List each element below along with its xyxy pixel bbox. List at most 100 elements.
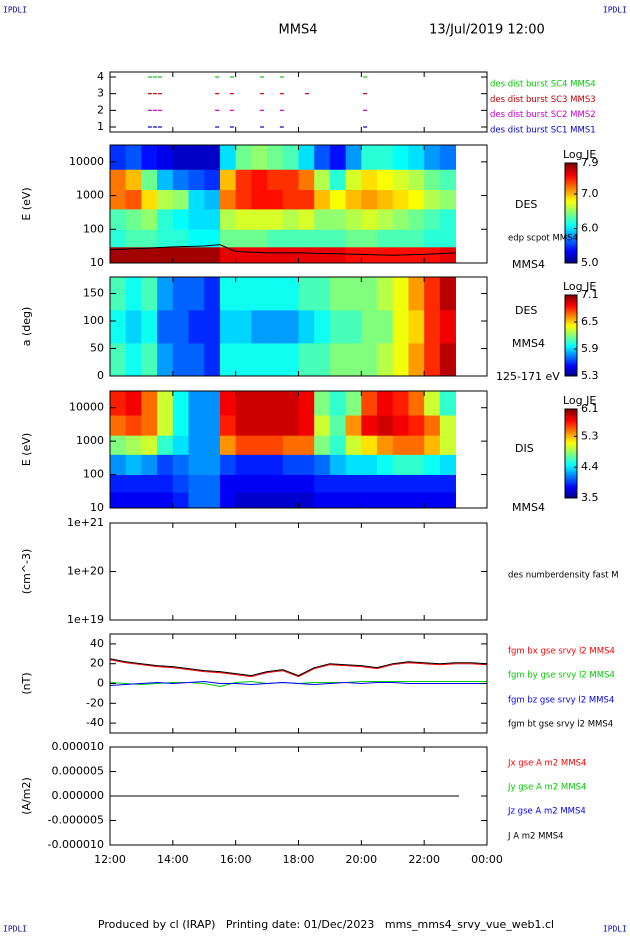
colorbar-step: [565, 429, 577, 432]
colorbar-step: [565, 460, 577, 463]
colorbar-step: [565, 433, 577, 437]
colorbar-tick-label: 7.0: [581, 187, 599, 200]
spectrogram-cell: [125, 435, 142, 455]
spectrogram-cell: [110, 454, 127, 475]
spectrogram-cell: [172, 435, 189, 455]
colorbar-step: [565, 163, 577, 166]
spectrogram-cell: [345, 145, 362, 170]
colorbar-step: [565, 235, 577, 239]
spectrogram-cell: [345, 474, 362, 493]
spectrogram-cell: [267, 169, 284, 191]
spacecraft-label: MMS4: [512, 501, 545, 514]
spectrogram-cell: [377, 415, 394, 436]
spectrogram-cell: [282, 474, 299, 493]
panel-frame: [109, 71, 488, 133]
spectrogram-cell: [345, 435, 362, 455]
spectrogram-cell: [424, 454, 441, 475]
colorbar-step: [565, 369, 577, 373]
spectrogram-cell: [439, 492, 456, 508]
colorbar-tick-label: 6.5: [581, 315, 599, 328]
colorbar-step: [565, 243, 577, 246]
spectrogram-cell: [298, 145, 315, 170]
spectrogram-cell: [267, 391, 284, 416]
colorbar-step: [565, 205, 577, 209]
colorbar-step: [565, 424, 577, 428]
colorbar-step: [565, 198, 577, 201]
spectrogram-cell: [439, 454, 456, 475]
spectrogram-cell: [141, 229, 158, 248]
colorbar-step: [565, 301, 577, 304]
spectrogram-cell: [361, 343, 378, 376]
y-axis-label: (nT): [20, 672, 33, 694]
spectrogram-cell: [172, 189, 189, 210]
spectrogram-cell: [188, 435, 205, 455]
spectrogram-cell: [392, 145, 409, 170]
spectrogram-cell: [172, 277, 189, 311]
spectrogram-cell: [110, 391, 127, 416]
spectrogram-cell: [267, 454, 284, 475]
spectrogram-cell: [408, 391, 425, 416]
y-tick-label: 2: [97, 103, 104, 116]
spectrogram-cell: [282, 277, 299, 311]
x-tick-label: 12:00: [94, 853, 126, 866]
spectrogram-cell: [361, 492, 378, 508]
y-axis-label: (cm^-3): [20, 549, 33, 595]
spectrogram-cell: [298, 492, 315, 508]
spectrogram-cell: [361, 208, 378, 230]
legend-entry: des dist burst SC2 MMS2: [490, 110, 596, 120]
y-tick-label: 1e+19: [67, 613, 104, 626]
spectrogram-cell: [251, 415, 268, 436]
series-line: [110, 659, 487, 678]
spectrogram-cell: [125, 474, 142, 493]
spectrogram-cell: [219, 208, 237, 230]
spectrogram-cell: [204, 189, 221, 210]
spectrogram-cell: [361, 454, 378, 475]
spectrogram-cell: [204, 229, 221, 248]
spectrogram-cell: [314, 145, 331, 170]
panel-frame: [109, 522, 488, 621]
spectrogram-cell: [204, 310, 221, 344]
spectrogram-cell: [329, 391, 347, 416]
spectrogram-cell: [219, 277, 237, 311]
spectrogram-cell: [424, 169, 441, 191]
spectrogram-cell: [172, 229, 189, 248]
spectrogram-cell: [282, 145, 299, 170]
spectrogram-cell: [282, 391, 299, 416]
colorbar-step: [565, 203, 577, 206]
colorbar-step: [565, 444, 577, 448]
colorbar-step: [565, 464, 577, 468]
colorbar-step: [565, 305, 577, 308]
spectrogram-cell: [172, 145, 189, 170]
spectrogram-cell: [267, 415, 284, 436]
spectrogram-cell: [251, 229, 268, 248]
colorbar-step: [565, 361, 577, 365]
spectrogram-cell: [314, 492, 331, 508]
colorbar-step: [565, 183, 577, 186]
spectrogram-cell: [439, 189, 456, 210]
y-tick-label: 3: [97, 87, 104, 100]
colorbar-step: [565, 321, 577, 324]
legend-entry: des dist burst SC4 MMS4: [490, 80, 596, 90]
spectrogram-cell: [157, 246, 174, 263]
spectrogram-cell: [392, 391, 409, 416]
y-tick-label: 0.000000: [52, 789, 105, 802]
spectrogram-cell: [204, 474, 221, 493]
spectrogram-cell: [329, 435, 347, 455]
y-tick-label: 4: [97, 70, 104, 83]
spacecraft-label: MMS4: [512, 337, 545, 350]
y-tick-label: 1000: [76, 434, 104, 447]
spectrogram-cell: [392, 229, 409, 248]
colorbar-step: [565, 417, 577, 421]
spectrogram-cell: [157, 208, 174, 230]
spectrogram-cell: [141, 415, 158, 436]
spectrogram-cell: [188, 229, 205, 248]
colorbar-step: [565, 223, 577, 226]
colorbar-step: [565, 313, 577, 316]
panel: Jx gse A m2 MMS4 Jy gse A m2 MMS4 Jz gse A…: [20, 740, 586, 866]
spectrogram-cell: [377, 474, 394, 493]
colorbar-step: [565, 442, 577, 446]
spectrogram-cell: [282, 246, 299, 263]
spectrogram-cell: [267, 208, 284, 230]
colorbar-step: [565, 347, 577, 351]
